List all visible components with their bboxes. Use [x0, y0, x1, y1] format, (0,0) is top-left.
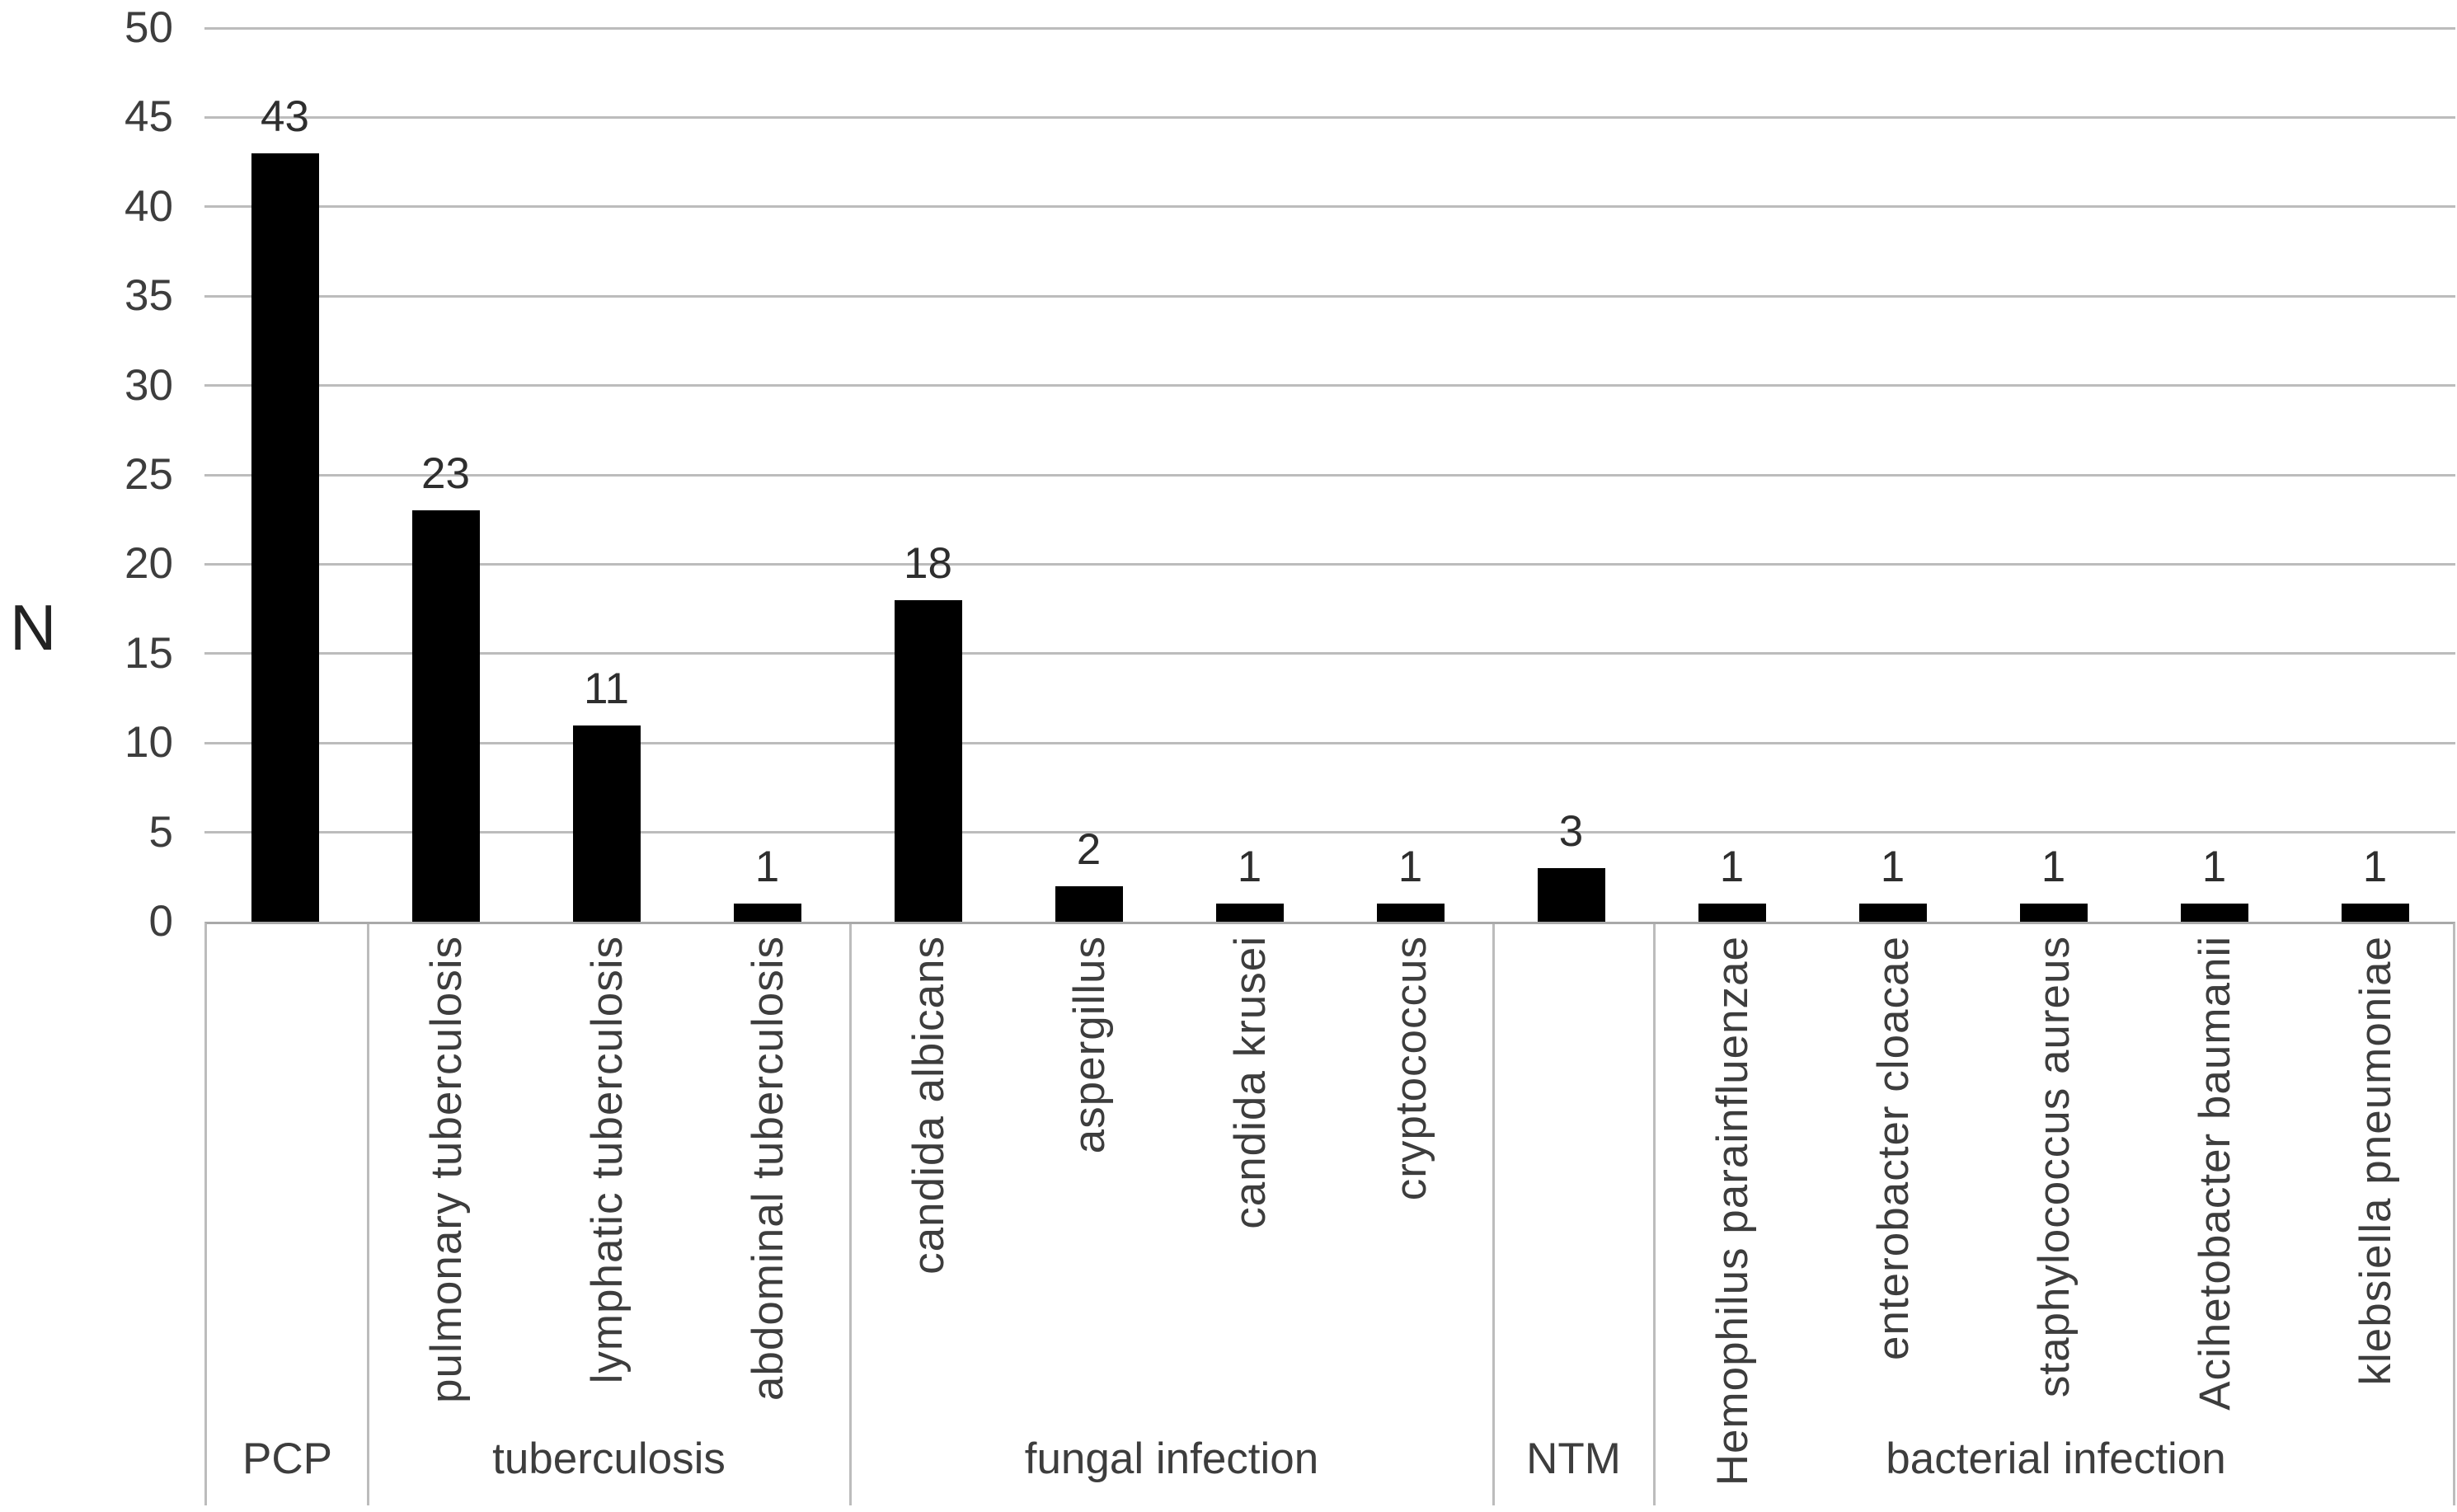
bar-value-label: 11 [583, 664, 630, 713]
y-tick-label-35: 35 [124, 271, 173, 321]
y-tick-label-25: 25 [124, 450, 173, 499]
y-tick-label-5: 5 [148, 807, 173, 857]
gridline-25 [204, 473, 2455, 477]
bar-Acihetobacter baumanii [2180, 904, 2248, 922]
bar-value-label: 1 [2362, 843, 2388, 892]
group-label-bacterial-infection: bacterial infection [1886, 1435, 2226, 1483]
category-axis-table: pulmonary tuberculosis lymphatic tubercul… [204, 922, 2455, 1505]
category-label-Hemophilus-parainfluenzae: Hemophilus parainfluenzae [1708, 936, 1757, 1486]
category-label-candida-albicans: candida albicans [904, 936, 953, 1275]
gridline-50 [204, 26, 2455, 30]
gridline-45 [204, 115, 2455, 119]
gridline-10 [204, 741, 2455, 744]
category-label-aspergillus: aspergillus [1064, 936, 1114, 1154]
bar-value-label: 2 [1076, 824, 1102, 874]
bar-candida albicans [894, 599, 962, 922]
group-divider [1652, 924, 1656, 1505]
group-divider [366, 924, 369, 1505]
group-label-tuberculosis: tuberculosis [492, 1435, 726, 1483]
bar-lymphatic tuberculosis [572, 725, 641, 922]
category-label-cryptococcus: cryptococcus [1386, 936, 1435, 1201]
bar-Hemophilus parainfluenzae [1698, 904, 1766, 922]
y-tick-label-40: 40 [124, 181, 173, 231]
category-label-staphylococcus-aureus: staphylococcus aureus [2029, 936, 2079, 1398]
bar-value-label: 43 [261, 92, 309, 141]
group-label-NTM: NTM [1526, 1435, 1621, 1483]
gridline-40 [204, 205, 2455, 209]
y-tick-label-20: 20 [124, 539, 173, 589]
group-label-PCP: PCP [242, 1435, 332, 1483]
bar-pulmonary tuberculosis [411, 510, 480, 922]
bar-value-label: 3 [1558, 806, 1584, 856]
gridline-15 [204, 652, 2455, 655]
bar-aspergillus [1055, 885, 1123, 922]
gridline-5 [204, 831, 2455, 834]
category-label-candida-krusei: candida krusei [1225, 936, 1275, 1229]
bar-value-label: 1 [2201, 843, 2227, 892]
bar-candida krusei [1215, 904, 1284, 922]
category-label-abdominal-tuberculosis: abdominal tuberculosis [743, 936, 792, 1402]
y-tick-label-45: 45 [124, 92, 173, 142]
bar-klebsiella pneumoniae [2341, 904, 2409, 922]
y-tick-label-0: 0 [148, 897, 173, 946]
gridline-20 [204, 562, 2455, 566]
bar-value-label: 1 [2041, 843, 2066, 892]
category-label-pulmonary-tuberculosis: pulmonary tuberculosis [421, 936, 471, 1403]
bar-value-label: 18 [904, 538, 952, 588]
bar-value-label: 23 [421, 449, 470, 499]
y-tick-label-10: 10 [124, 718, 173, 768]
y-tick-label-50: 50 [124, 3, 173, 52]
bar-PCP [251, 153, 319, 922]
category-label-enterobacter-cloacae: enterobacter cloacae [1868, 936, 1918, 1360]
bar-value-label: 1 [1398, 843, 1423, 892]
group-divider [848, 924, 852, 1505]
bar-abdominal tuberculosis [733, 904, 801, 922]
y-tick-label-30: 30 [124, 360, 173, 410]
bar-staphylococcus aureus [2019, 904, 2088, 922]
group-divider [1492, 924, 1495, 1505]
group-label-fungal-infection: fungal infection [1024, 1435, 1319, 1483]
category-label-Acihetobacter-baumanii: Acihetobacter baumanii [2190, 936, 2239, 1411]
bar-value-label: 1 [1237, 843, 1262, 892]
category-label-lymphatic-tuberculosis: lymphatic tuberculosis [582, 936, 632, 1384]
bar-value-label: 1 [1880, 843, 1905, 892]
bar-enterobacter cloacae [1858, 904, 1927, 922]
y-axis-title: N [10, 591, 57, 664]
bar-value-label: 1 [754, 843, 780, 892]
gridline-35 [204, 294, 2455, 298]
category-label-klebsiella-pneumoniae: klebsiella pneumoniae [2351, 936, 2400, 1386]
bar-cryptococcus [1376, 904, 1445, 922]
bar-NTM [1537, 867, 1605, 922]
y-tick-label-15: 15 [124, 628, 173, 678]
gridline-30 [204, 384, 2455, 387]
bar-value-label: 1 [1719, 843, 1745, 892]
